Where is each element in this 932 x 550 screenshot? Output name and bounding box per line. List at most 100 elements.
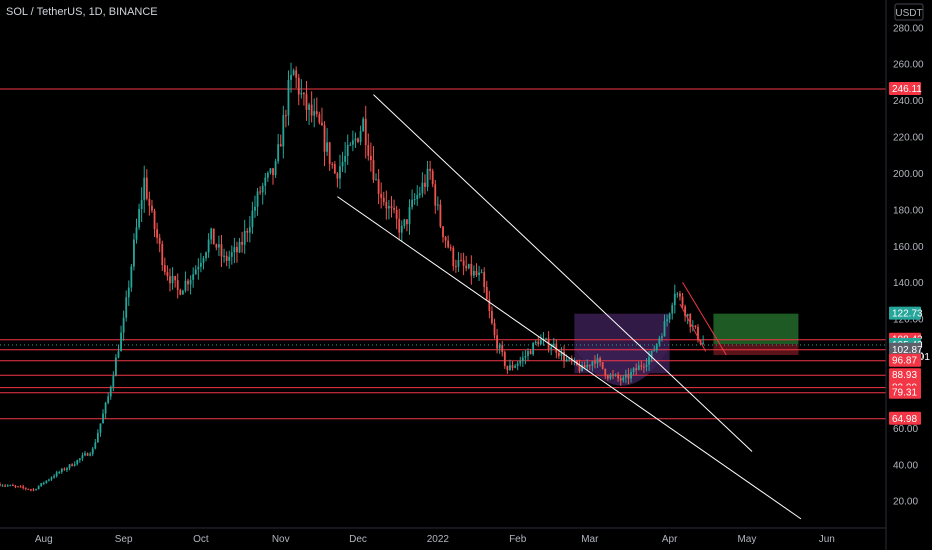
candle-body <box>30 489 32 491</box>
candle-body <box>130 266 133 288</box>
candle-body <box>42 482 45 484</box>
candle-body <box>514 365 517 368</box>
wedge-line <box>682 281 727 356</box>
candle-body <box>516 363 519 366</box>
candle-body <box>0 484 1 486</box>
candle-body <box>594 361 596 364</box>
candle-body <box>135 227 138 240</box>
price-tag: 96.87 <box>889 353 921 367</box>
candle-body <box>127 287 130 298</box>
candle-body <box>658 338 661 344</box>
candle-body <box>400 225 403 233</box>
candle-body <box>470 264 473 276</box>
candle-body <box>617 374 620 379</box>
candle-body <box>498 345 501 349</box>
candle-body <box>225 255 228 261</box>
candle-body <box>9 485 12 487</box>
candle-body <box>102 413 104 424</box>
candle-body <box>362 118 365 132</box>
price-tag-bg <box>889 385 921 399</box>
candle-body <box>364 118 367 146</box>
candle-body <box>393 208 395 210</box>
candle-body <box>210 228 213 240</box>
channel-line <box>337 196 802 520</box>
candle-body <box>109 386 112 397</box>
candle-body <box>73 464 76 466</box>
candle-body <box>663 321 666 337</box>
y-tick-label: 180.00 <box>893 205 924 216</box>
y-axis-ticks: 20.0040.0060.0080.00100.00120.00140.0016… <box>893 23 924 507</box>
candle-body <box>372 160 375 180</box>
candle-body <box>521 357 524 361</box>
y-tick-label: 220.00 <box>893 133 924 144</box>
candle-body <box>215 244 218 248</box>
y-tick-label: 240.00 <box>893 96 924 107</box>
symbol-name: SOL / TetherUS <box>6 6 83 18</box>
candle-body <box>673 293 676 306</box>
candle-body <box>71 464 74 466</box>
candle-body <box>19 486 22 488</box>
candle-body <box>189 279 192 285</box>
currency-badge[interactable]: USDT <box>894 3 924 21</box>
candle-body <box>436 204 439 206</box>
x-tick-label: Jun <box>819 534 835 545</box>
exchange-label: BINANCE <box>108 6 158 18</box>
candle-body <box>380 193 383 198</box>
price-tag-label: 102.87 <box>892 345 923 356</box>
candle-body <box>58 472 61 474</box>
candle-body <box>138 209 140 228</box>
candle-body <box>645 364 648 367</box>
candle-body <box>187 280 189 285</box>
candle-body <box>55 472 58 477</box>
candle-body <box>125 297 128 318</box>
x-tick-label: Oct <box>193 534 209 545</box>
candle-body <box>333 164 336 174</box>
candle-body <box>163 265 166 273</box>
candle-body <box>375 179 377 181</box>
candle-body <box>429 168 432 171</box>
candle-body <box>357 138 359 143</box>
candle-body <box>511 365 514 368</box>
candle-body <box>336 173 339 179</box>
candle-body <box>586 364 589 368</box>
candle-body <box>676 293 679 295</box>
candle-body <box>385 201 388 209</box>
candle-body <box>176 280 179 290</box>
axes <box>0 0 887 550</box>
candle-body <box>76 460 79 465</box>
candle-body <box>339 166 341 179</box>
candle-body <box>32 489 35 491</box>
candle-body <box>148 198 151 206</box>
candle-body <box>493 323 496 336</box>
candle-body <box>462 260 465 266</box>
candle-body <box>604 368 607 376</box>
chart-legend[interactable]: SOL / TetherUS, 1D, BINANCE <box>6 6 158 18</box>
candle-body <box>449 247 452 249</box>
candle-body <box>527 351 529 357</box>
legend-separator: , <box>102 6 109 18</box>
candle-body <box>282 115 285 147</box>
y-tick-label: 20.00 <box>893 497 918 508</box>
candle-body <box>697 327 699 340</box>
price-tag: 246.11 <box>889 82 922 96</box>
candle-body <box>218 244 220 248</box>
candle-body <box>140 200 143 210</box>
x-tick-label: Aug <box>35 534 53 545</box>
candle-body <box>465 265 468 269</box>
candle-body <box>485 287 488 300</box>
price-tag: 88.93 <box>889 368 921 382</box>
candle-body <box>248 227 251 233</box>
y-tick-label: 200.00 <box>893 169 924 180</box>
y-tick-label: 260.00 <box>893 60 924 71</box>
candles <box>0 62 705 492</box>
price-tag-bg <box>889 353 921 367</box>
candle-body <box>679 293 681 297</box>
candle-body <box>434 184 437 206</box>
candle-body <box>169 276 171 284</box>
candle-body <box>506 365 509 371</box>
candle-body <box>442 226 444 238</box>
candle-body <box>264 177 267 186</box>
candle-body <box>702 342 705 344</box>
candle-body <box>390 206 393 209</box>
